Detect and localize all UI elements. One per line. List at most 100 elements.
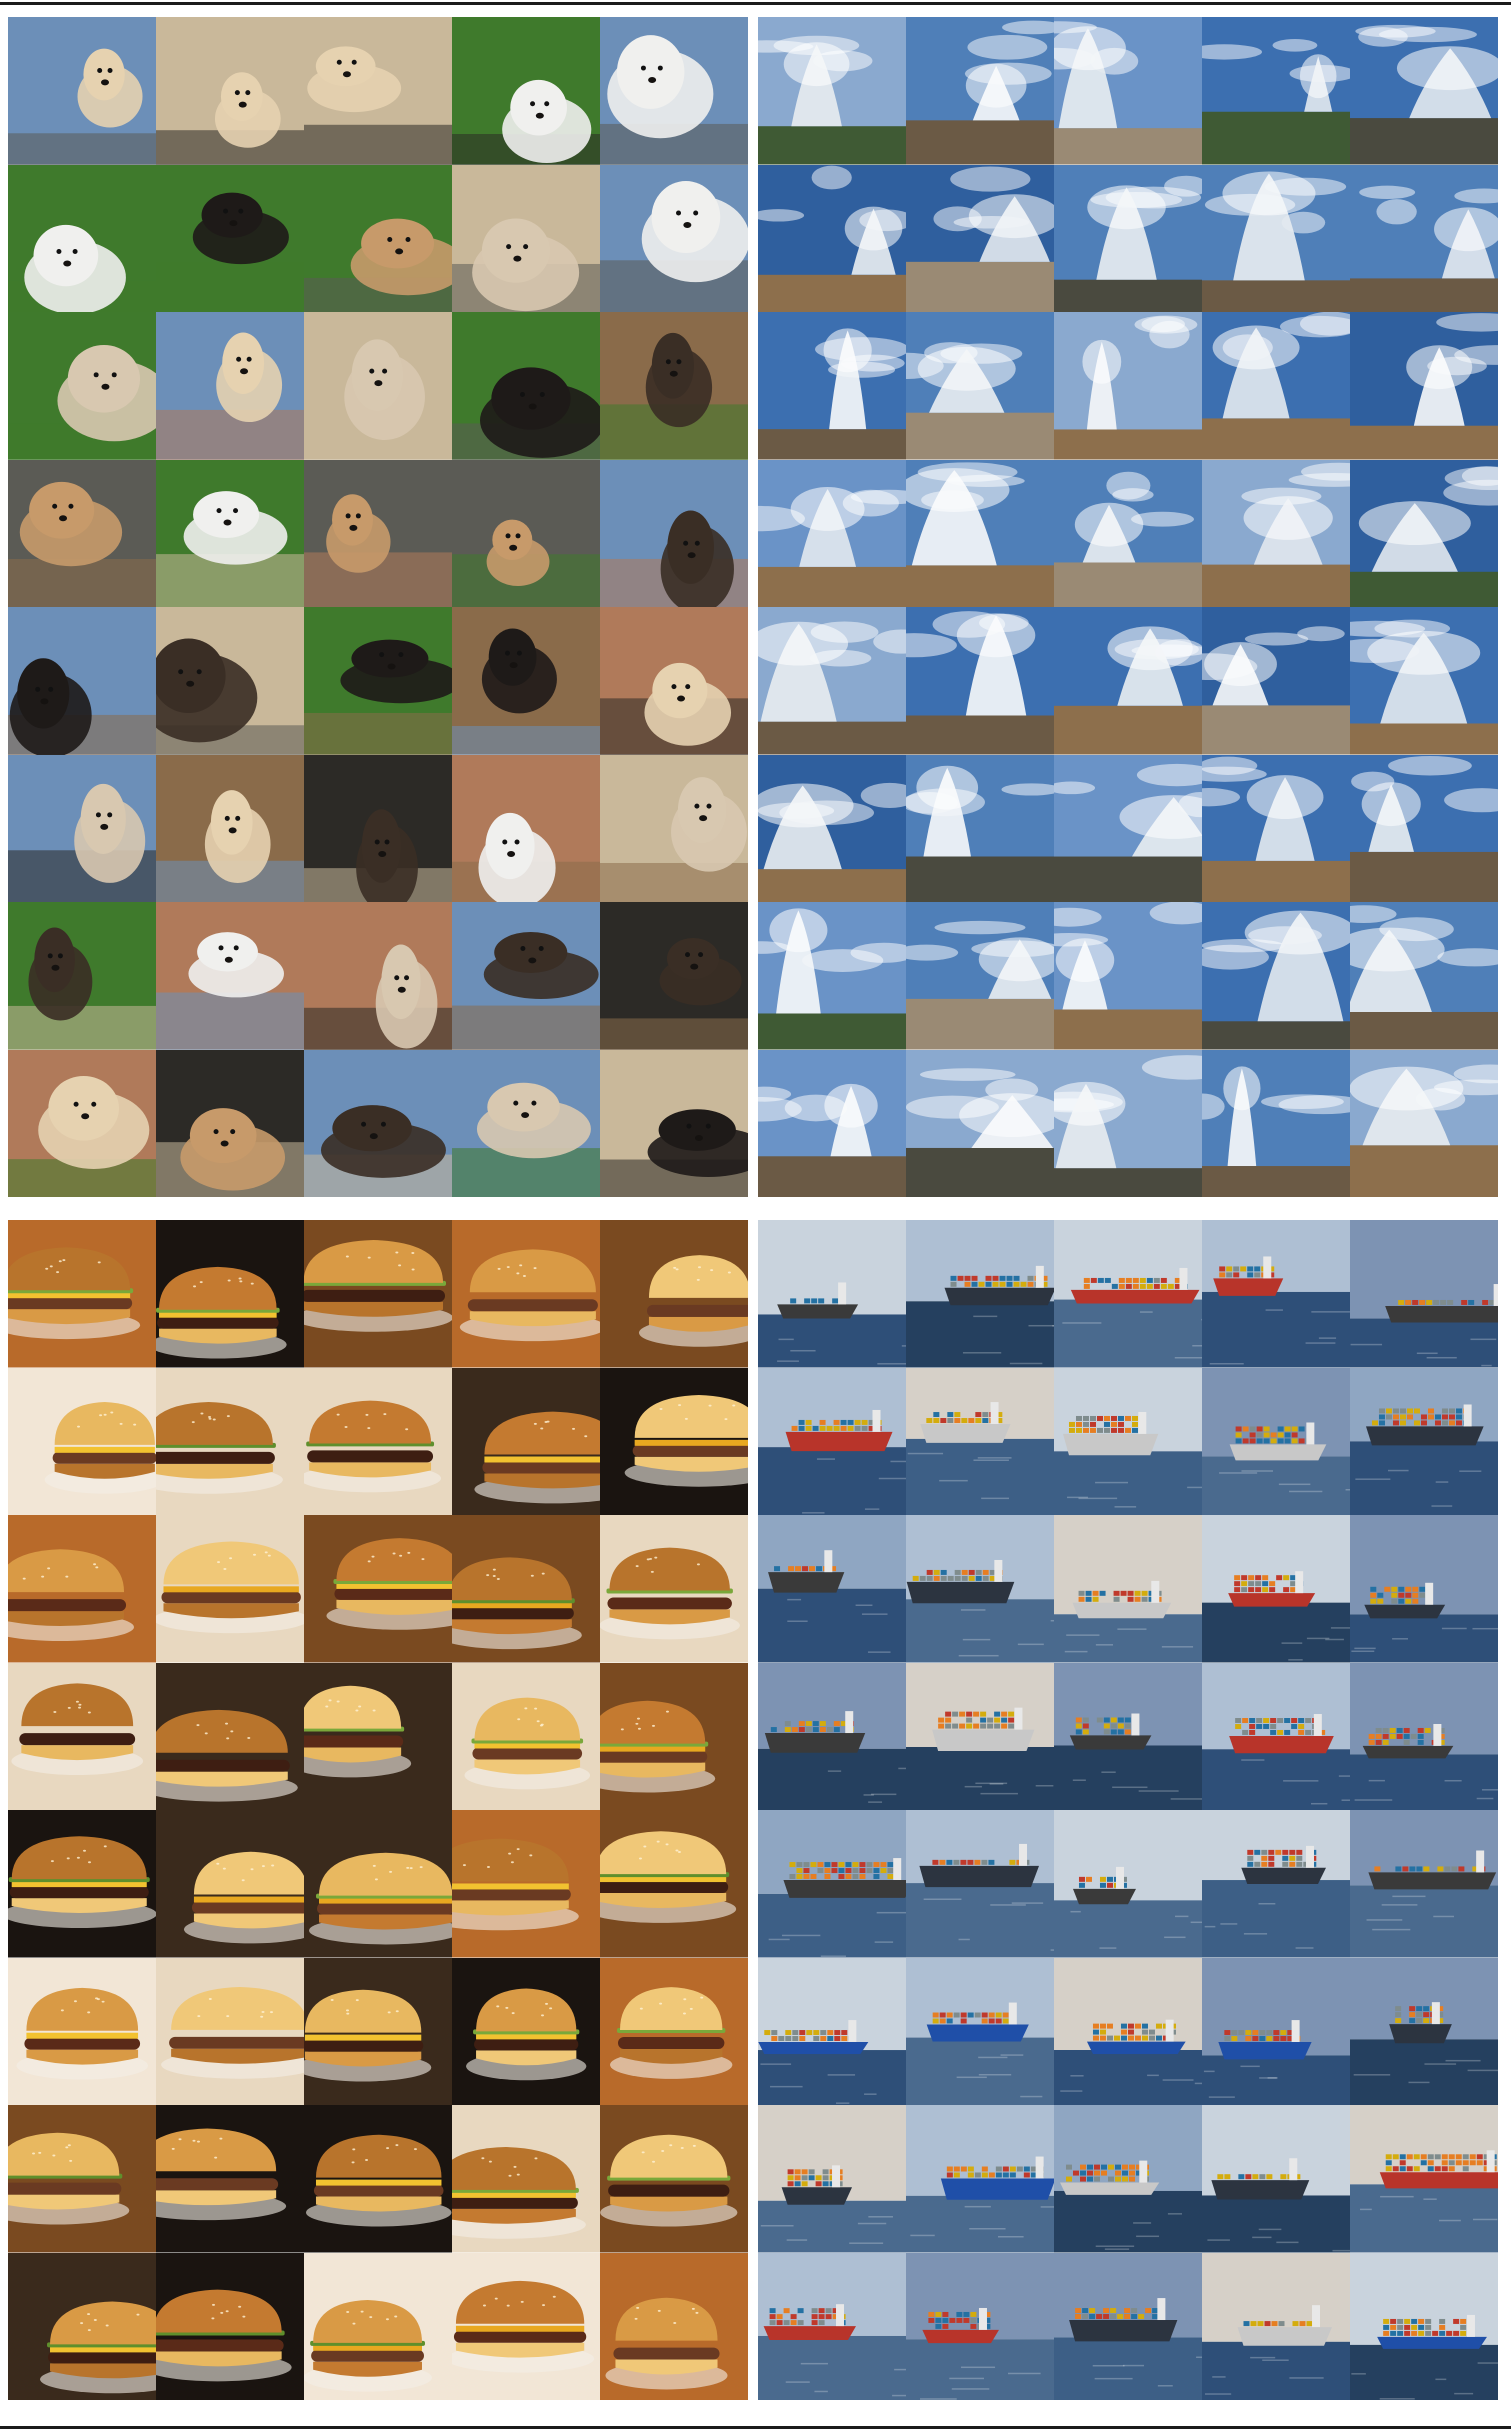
container-ship-image <box>1202 2105 1350 2253</box>
dog-thumbnail <box>304 164 452 312</box>
cheeseburger-thumbnail <box>8 1220 156 1368</box>
geyser-thumbnail <box>1054 607 1202 755</box>
cheeseburger-image <box>600 1367 748 1515</box>
geyser-image <box>1202 1049 1350 1197</box>
geyser-thumbnail <box>1202 459 1350 607</box>
dog-image <box>304 754 452 902</box>
cheeseburger-image <box>452 1367 600 1515</box>
container-ship-thumbnail <box>1054 1515 1202 1663</box>
dog-image <box>156 902 304 1050</box>
geyser-thumbnail <box>1202 1049 1350 1197</box>
geyser-image <box>906 607 1054 755</box>
cheeseburger-image <box>600 1810 748 1958</box>
container-ship-thumbnail <box>1054 2105 1202 2253</box>
container-ship-image <box>906 1515 1054 1663</box>
container-ship-image <box>1350 2252 1498 2400</box>
cheeseburger-thumbnail <box>156 1220 304 1368</box>
geyser-thumbnail <box>906 1049 1054 1197</box>
geyser-image <box>1350 607 1498 755</box>
cheeseburger-thumbnail <box>156 1810 304 1958</box>
dog-image <box>8 902 156 1050</box>
geyser-image <box>1202 17 1350 165</box>
cheeseburger-image <box>8 2252 156 2400</box>
cheeseburger-thumbnail <box>600 1367 748 1515</box>
geyser-image <box>1350 312 1498 460</box>
container-ship-image <box>1202 1220 1350 1368</box>
dog-thumbnail <box>8 607 156 755</box>
container-ship-image <box>1202 1367 1350 1515</box>
bottom-rule <box>0 2426 1511 2429</box>
cheeseburger-thumbnail <box>600 1220 748 1368</box>
cheeseburger-image <box>304 1957 452 2105</box>
container-ship-image <box>1202 1810 1350 1958</box>
cheeseburger-thumbnail <box>600 2252 748 2400</box>
geyser-thumbnail <box>1202 312 1350 460</box>
dog-thumbnail <box>8 754 156 902</box>
container-ship-thumbnail <box>758 1515 906 1663</box>
container-ship-thumbnail <box>758 1220 906 1368</box>
cheeseburger-image <box>600 2252 748 2400</box>
geyser-image <box>906 902 1054 1050</box>
dog-thumbnail <box>600 164 748 312</box>
geyser-thumbnail <box>906 607 1054 755</box>
container-ship-image <box>906 1367 1054 1515</box>
container-ship-thumbnail <box>906 1810 1054 1958</box>
container-ship-image <box>1054 1367 1202 1515</box>
container-ship-image <box>758 1810 906 1958</box>
container-ship-thumbnail <box>758 2252 906 2400</box>
cheeseburger-thumbnail <box>8 1515 156 1663</box>
dog-thumbnail <box>600 312 748 460</box>
container-ship-image <box>758 1220 906 1368</box>
container-ship-thumbnail <box>758 1662 906 1810</box>
container-ship-thumbnail <box>1054 2252 1202 2400</box>
container-ship-image <box>1350 1957 1498 2105</box>
cheeseburger-thumbnail <box>600 1810 748 1958</box>
dog-image <box>452 754 600 902</box>
container-ship-thumbnail <box>758 2105 906 2253</box>
cheeseburger-thumbnail <box>304 2252 452 2400</box>
cheeseburger-image <box>156 1220 304 1368</box>
container-ship-image <box>1202 2252 1350 2400</box>
cheeseburger-image <box>600 1515 748 1663</box>
container-ship-thumbnail <box>758 1957 906 2105</box>
geyser-thumbnail <box>1202 754 1350 902</box>
dog-thumbnail <box>8 164 156 312</box>
dog-image <box>600 1049 748 1197</box>
dog-image <box>8 17 156 165</box>
dog-thumbnail <box>8 312 156 460</box>
container-ship-image <box>1202 1515 1350 1663</box>
geyser-thumbnail <box>758 754 906 902</box>
dog-image <box>156 1049 304 1197</box>
container-ship-image <box>1054 2105 1202 2253</box>
container-ship-thumbnail <box>906 1957 1054 2105</box>
dog-image <box>600 164 748 312</box>
geyser-image <box>906 459 1054 607</box>
cheeseburger-image <box>452 1810 600 1958</box>
dog-image-grid <box>8 17 748 1197</box>
geyser-thumbnail <box>1350 902 1498 1050</box>
geyser-image <box>758 459 906 607</box>
cheeseburger-image <box>600 2105 748 2253</box>
cheeseburger-image <box>304 1810 452 1958</box>
cheeseburger-thumbnail <box>452 2252 600 2400</box>
geyser-image <box>906 1049 1054 1197</box>
geyser-image <box>1350 164 1498 312</box>
dog-image <box>304 607 452 755</box>
cheeseburger-image <box>156 2105 304 2253</box>
geyser-image <box>1202 164 1350 312</box>
container-ship-image <box>758 2105 906 2253</box>
cheeseburger-image <box>8 1957 156 2105</box>
cheeseburger-thumbnail <box>452 1367 600 1515</box>
cheeseburger-thumbnail <box>304 1220 452 1368</box>
dog-image <box>304 1049 452 1197</box>
dog-image <box>452 1049 600 1197</box>
geyser-thumbnail <box>1202 164 1350 312</box>
geyser-thumbnail <box>1054 312 1202 460</box>
geyser-thumbnail <box>1350 1049 1498 1197</box>
geyser-thumbnail <box>1202 17 1350 165</box>
dog-thumbnail <box>452 754 600 902</box>
geyser-image <box>758 17 906 165</box>
cheeseburger-thumbnail <box>156 1367 304 1515</box>
cheeseburger-thumbnail <box>452 1662 600 1810</box>
geyser-thumbnail <box>1350 17 1498 165</box>
